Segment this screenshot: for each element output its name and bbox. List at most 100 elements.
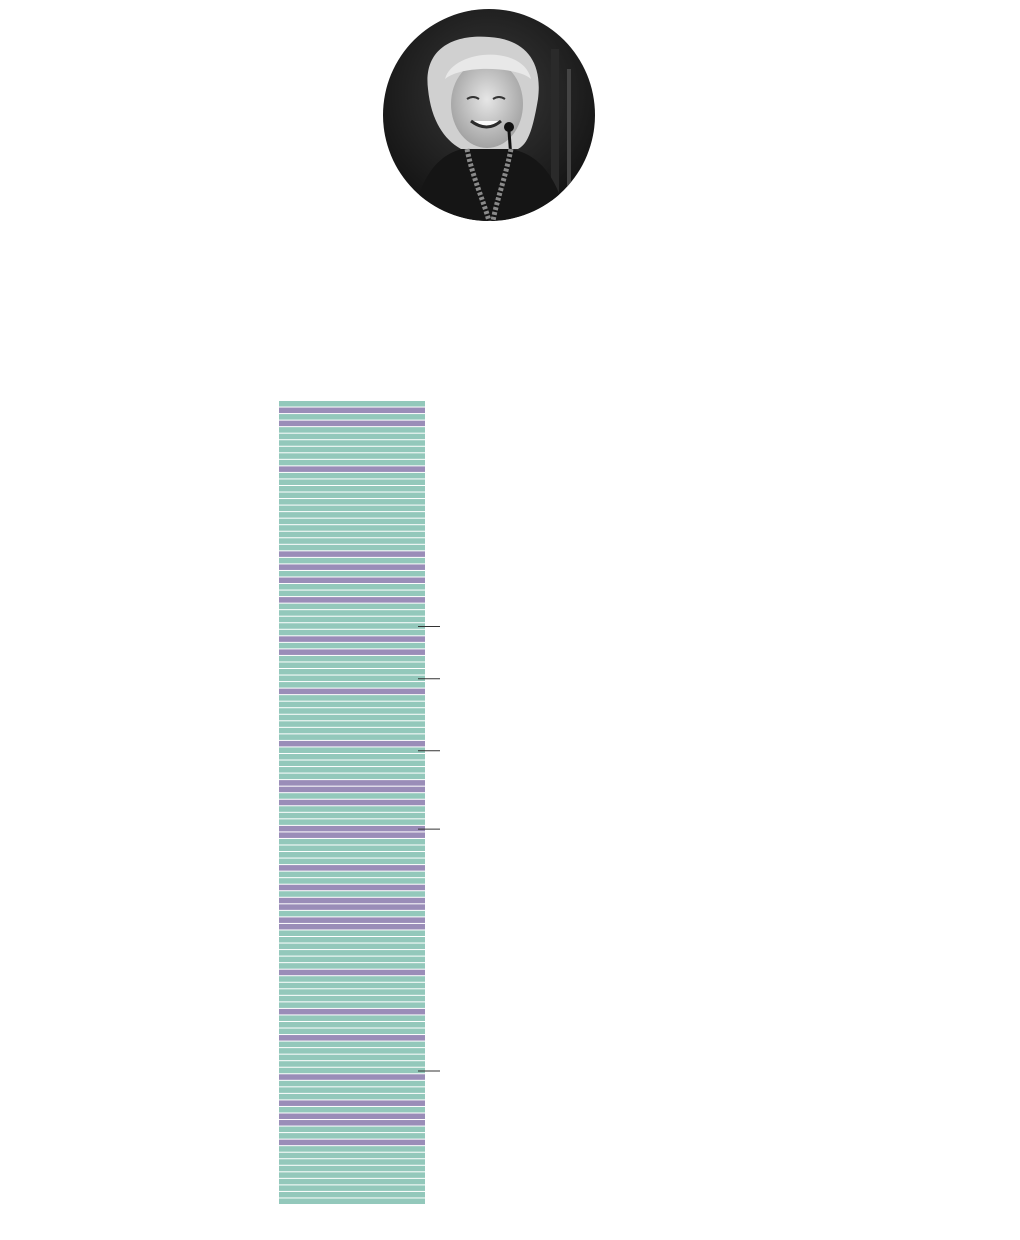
stripe-highlight <box>279 1100 425 1106</box>
stripe-row <box>279 669 425 675</box>
stripe-row <box>279 1015 425 1021</box>
stripe-row <box>279 793 425 799</box>
stripe-highlight <box>279 420 425 427</box>
stripe-row <box>279 610 425 616</box>
stripe-highlight <box>279 577 425 584</box>
stripe-row <box>279 701 425 708</box>
stripe-row <box>279 1067 425 1074</box>
stripe-row <box>279 878 425 884</box>
stripe-highlight <box>279 786 425 793</box>
stripe-highlight <box>279 825 425 832</box>
stripe-highlight <box>279 466 425 472</box>
stripe-highlight <box>279 740 425 747</box>
stripe-highlight <box>279 1035 425 1041</box>
stripe-highlight <box>279 1074 425 1080</box>
stripe-highlight <box>279 969 425 976</box>
stripe-row <box>279 910 425 917</box>
stripe-row <box>279 518 425 525</box>
stripe-rows <box>279 401 425 1204</box>
stripe-row <box>279 1146 425 1152</box>
stripe-row <box>279 1002 425 1008</box>
stripe-row <box>279 1041 425 1048</box>
stripe-row <box>279 499 425 505</box>
stripe-row <box>279 1093 425 1100</box>
stripe-row <box>279 570 425 577</box>
stripe-row <box>279 662 425 668</box>
stripe-row <box>279 538 425 544</box>
stripe-highlight <box>279 551 425 557</box>
stripe-row <box>279 401 425 407</box>
stripe-row <box>279 544 425 551</box>
stripe-row <box>279 1191 425 1198</box>
stripe-highlight <box>279 1120 425 1126</box>
stripe-highlight <box>279 1139 425 1146</box>
portrait-image <box>383 9 595 221</box>
stripe-row <box>279 675 425 682</box>
stripe-row <box>279 767 425 773</box>
stripe-row <box>279 512 425 518</box>
stripe-row <box>279 838 425 845</box>
stripe-row <box>279 852 425 858</box>
stripe-row <box>279 1028 425 1035</box>
stripe-row <box>279 1165 425 1172</box>
stripe-row <box>279 982 425 989</box>
stripe-highlight <box>279 649 425 655</box>
stripe-row <box>279 956 425 963</box>
stripe-row <box>279 642 425 649</box>
stripe-row <box>279 734 425 740</box>
stripe-row <box>279 1159 425 1165</box>
stripe-row <box>279 937 425 943</box>
stripe-highlight <box>279 865 425 871</box>
stripe-row <box>279 995 425 1002</box>
stripe-row <box>279 976 425 982</box>
stripe-row <box>279 531 425 538</box>
stripe-row <box>279 1106 425 1113</box>
stripe-highlight <box>279 597 425 603</box>
stripe-row <box>279 446 425 453</box>
stripe-row <box>279 1021 425 1028</box>
stripe-row <box>279 472 425 479</box>
stripe-row <box>279 819 425 825</box>
stripe-row <box>279 812 425 819</box>
stripe-row <box>279 1048 425 1054</box>
stripe-highlight <box>279 564 425 570</box>
stripe-row <box>279 695 425 701</box>
stripe-highlight <box>279 897 425 904</box>
stripe-row <box>279 1198 425 1204</box>
stripe-row <box>279 479 425 485</box>
stripe-highlight <box>279 1008 425 1015</box>
stripe-row <box>279 989 425 995</box>
stripe-row <box>279 459 425 466</box>
stripe-row <box>279 433 425 440</box>
stripe-row <box>279 1178 425 1185</box>
stripe-row <box>279 616 425 623</box>
stripe-row <box>279 584 425 590</box>
stripe-row <box>279 603 425 610</box>
stripe-row <box>279 557 425 564</box>
stripe-row <box>279 1133 425 1139</box>
stripe-row <box>279 858 425 865</box>
stripe-row <box>279 773 425 780</box>
stripe-row <box>279 1152 425 1159</box>
stripe-row <box>279 871 425 878</box>
stripe-row <box>279 453 425 459</box>
stripe-highlight <box>279 884 425 891</box>
stripe-row <box>279 485 425 492</box>
stripe-highlight <box>279 917 425 923</box>
stripe-row <box>279 963 425 969</box>
stripe-row <box>279 1172 425 1178</box>
row-markers <box>418 626 440 1072</box>
stripe-row <box>279 806 425 812</box>
stripe-row <box>279 414 425 420</box>
stripe-row <box>279 505 425 512</box>
stripe-row <box>279 629 425 636</box>
stripe-row <box>279 682 425 688</box>
stripe-highlight <box>279 904 425 910</box>
stripe-row <box>279 727 425 734</box>
stripe-highlight <box>279 636 425 642</box>
stripe-row <box>279 1087 425 1093</box>
stripe-row <box>279 714 425 721</box>
stripe-row <box>279 753 425 760</box>
stripe-highlight <box>279 407 425 414</box>
